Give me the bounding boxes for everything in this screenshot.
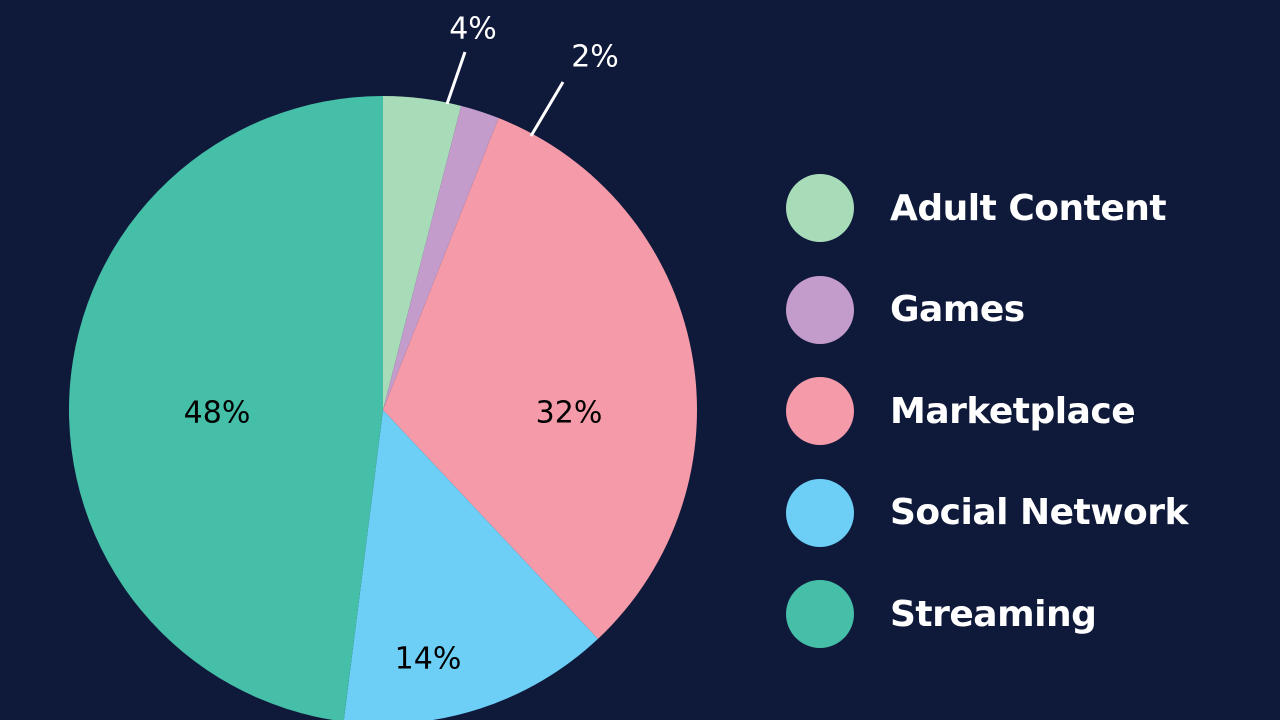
pie-slice-adult-content [383, 96, 462, 410]
slice-label-social-network: 14% [395, 642, 462, 677]
legend-swatch [786, 580, 854, 648]
legend-swatch [786, 275, 854, 344]
slice-label-adult-content: 4% [449, 12, 497, 47]
pie-slice-social-network [343, 410, 598, 720]
legend-label: Games [890, 289, 1025, 330]
legend-swatch [786, 377, 854, 445]
pie-slice-streaming [69, 96, 383, 720]
legend-item-games: Games [786, 275, 1188, 344]
slice-label-streaming: 48% [184, 396, 251, 431]
legend-label: Adult Content [890, 187, 1167, 229]
legend-item-adult-content: Adult Content [786, 174, 1188, 242]
legend-item-social-network: Social Network [786, 478, 1188, 547]
pie-chart: 4% 2% 32% 14% 48% [69, 12, 698, 720]
leader-line-adult-content [445, 51, 467, 105]
legend-label: Marketplace [890, 390, 1136, 432]
pie-slice-games [383, 105, 499, 410]
legend-item-marketplace: Marketplace [786, 377, 1188, 445]
chart-legend: Adult Content Games Marketplace Social N… [786, 174, 1188, 682]
legend-item-streaming: Streaming [786, 580, 1188, 648]
pie-slice-marketplace [383, 118, 698, 639]
leader-line-games [529, 81, 565, 137]
legend-swatch [786, 174, 854, 242]
slice-label-games: 2% [571, 40, 619, 75]
legend-swatch [786, 478, 854, 547]
legend-label: Streaming [890, 593, 1097, 635]
slice-label-marketplace: 32% [536, 396, 603, 431]
legend-label: Social Network [890, 492, 1188, 533]
